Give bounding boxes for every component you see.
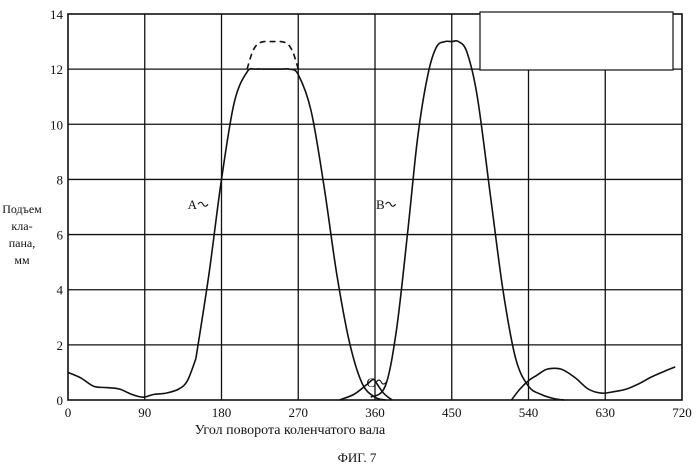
annotation-label-c: C (367, 375, 376, 390)
y-tick-label-4: 8 (57, 172, 64, 187)
annotations: A B C (188, 197, 396, 390)
y-tick-label-6: 12 (50, 62, 63, 77)
y-axis-label-line-2: пана, (9, 236, 36, 250)
series-line-e (511, 367, 675, 400)
series-line-d (68, 359, 196, 398)
y-tick-label-1: 2 (57, 338, 64, 353)
series-line-b (371, 41, 565, 400)
series-line-a-dashed (247, 41, 298, 69)
y-tick-label-5: 10 (50, 117, 63, 132)
y-axis-label-line-3: мм (14, 253, 30, 267)
x-tick-label-3: 270 (289, 405, 309, 420)
x-tick-label-5: 450 (442, 405, 462, 420)
y-axis-label-line-0: Подъем (2, 202, 42, 216)
annotation-label-a: A (188, 197, 198, 212)
x-tick-label-7: 630 (596, 405, 616, 420)
y-tick-label-3: 6 (57, 228, 64, 243)
figure-caption: ФИГ. 7 (338, 450, 377, 465)
x-tick-label-0: 0 (65, 405, 72, 420)
series-group (68, 41, 675, 400)
x-tick-label-4: 360 (365, 405, 385, 420)
x-axis-label: Угол поворота коленчатого вала (195, 423, 386, 438)
x-tick-label-2: 180 (212, 405, 232, 420)
y-tick-label-2: 4 (57, 283, 64, 298)
y-axis-label: Подъем кла-пана, мм (2, 202, 42, 267)
annotation-leader-c (376, 380, 386, 384)
x-tick-label-8: 720 (672, 405, 692, 420)
annotation-label-b: B (376, 197, 385, 212)
annotation-leader-a (198, 202, 208, 206)
x-tick-label-1: 90 (138, 405, 151, 420)
x-tick-label-6: 540 (519, 405, 539, 420)
y-tick-label-0: 0 (57, 393, 64, 408)
annotation-leader-b (386, 202, 396, 206)
y-tick-label-7: 14 (50, 7, 64, 22)
y-axis-label-line-1: кла- (11, 219, 32, 233)
legend-box (480, 12, 673, 70)
